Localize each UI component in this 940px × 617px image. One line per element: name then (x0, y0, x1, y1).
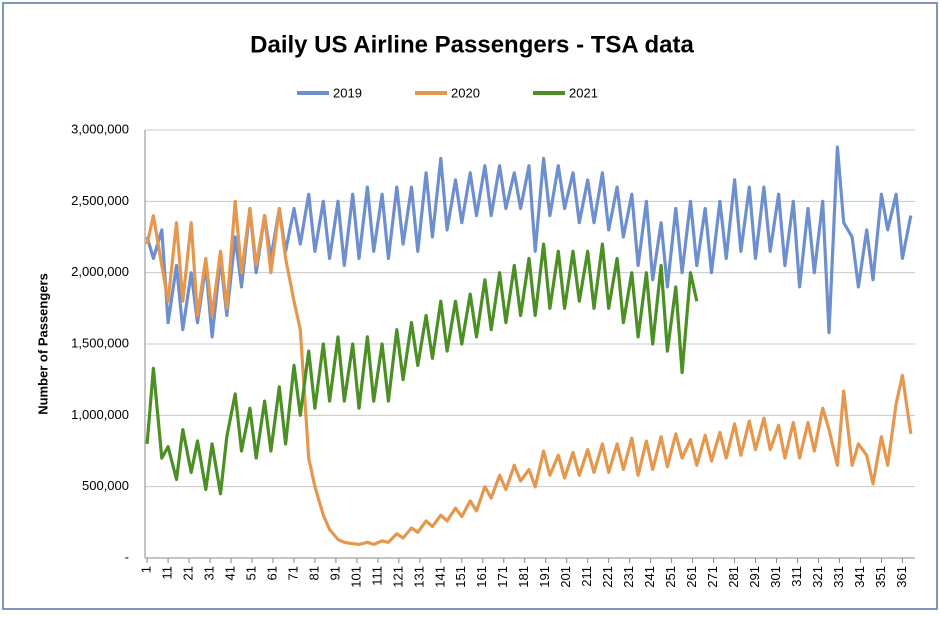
x-tick-label: 301 (768, 566, 783, 588)
x-tick-label: 71 (285, 566, 300, 580)
x-tick-label: 341 (852, 566, 867, 588)
x-tick-label: 21 (180, 566, 195, 580)
series-line (145, 242, 699, 496)
x-tick-label: 101 (348, 566, 363, 588)
x-tick-label: 171 (495, 566, 510, 588)
y-tick-label: - (125, 549, 129, 564)
chart-title: Daily US Airline Passengers - TSA data (250, 31, 694, 58)
x-tick-label: 111 (369, 566, 384, 586)
x-tick-label: 1 (139, 566, 154, 573)
x-tick-label: 51 (243, 566, 258, 580)
y-axis-label: Number of Passengers (35, 273, 50, 415)
x-tick-label: 241 (642, 566, 657, 588)
x-tick-label: 271 (705, 566, 720, 588)
x-tick-label: 31 (201, 566, 216, 580)
x-tick-label: 81 (306, 566, 321, 580)
x-tick-label: 41 (222, 566, 237, 580)
y-tick-label: 1,000,000 (71, 407, 129, 422)
x-tick-label: 221 (600, 566, 615, 588)
x-tick-label: 331 (831, 566, 846, 588)
x-tick-label: 151 (453, 566, 468, 588)
x-tick-label: 181 (516, 566, 531, 588)
x-tick-label: 261 (684, 566, 699, 588)
x-tick-label: 321 (810, 566, 825, 588)
y-tick-label: 500,000 (82, 478, 129, 493)
x-tick-label: 91 (327, 566, 342, 580)
x-tick-label: 61 (264, 566, 279, 580)
x-tick-label: 141 (432, 566, 447, 588)
x-tick-label: 251 (663, 566, 678, 588)
x-tick-label: 311 (789, 566, 804, 587)
x-tick-label: 201 (558, 566, 573, 588)
x-tick-label: 211 (579, 566, 594, 587)
x-tick-label: 191 (537, 566, 552, 588)
series-line (145, 199, 913, 546)
y-tick-label: 3,000,000 (71, 121, 129, 136)
y-tick-label: 1,500,000 (71, 335, 129, 350)
legend-label: 2019 (333, 85, 362, 100)
x-tick-label: 361 (894, 566, 909, 588)
y-tick-label: 2,000,000 (71, 264, 129, 279)
x-tick-label: 351 (873, 566, 888, 588)
y-tick-label: 2,500,000 (71, 193, 129, 208)
legend-label: 2020 (451, 85, 480, 100)
legend-label: 2021 (569, 85, 598, 100)
x-tick-label: 11 (160, 566, 175, 580)
x-tick-label: 161 (474, 566, 489, 588)
x-tick-label: 291 (747, 566, 762, 588)
x-tick-label: 231 (621, 566, 636, 588)
x-tick-label: 121 (390, 566, 405, 588)
x-tick-label: 131 (411, 566, 426, 588)
x-tick-label: 281 (726, 566, 741, 588)
